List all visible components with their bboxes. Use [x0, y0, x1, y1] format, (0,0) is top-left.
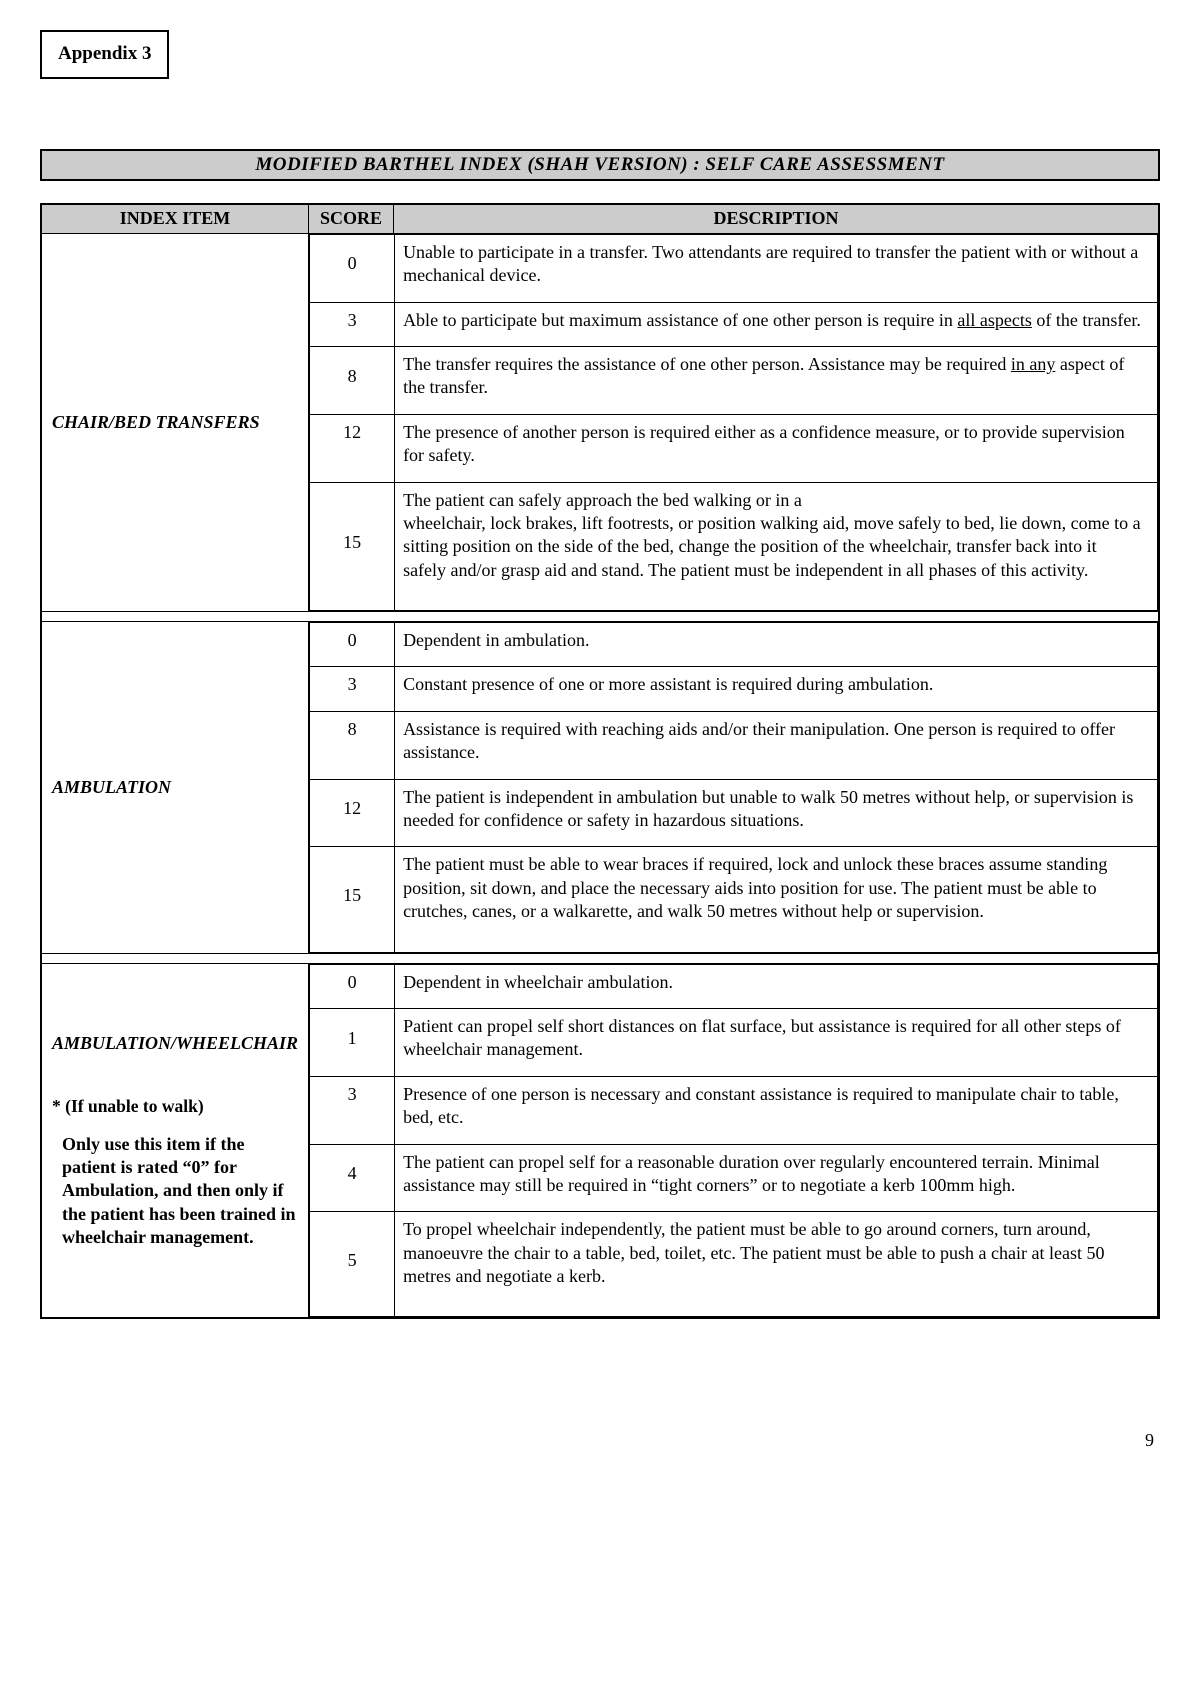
header-item: INDEX ITEM: [41, 204, 309, 233]
score-value: 12: [310, 414, 395, 482]
description-text: Able to participate but maximum assistan…: [395, 302, 1158, 346]
description-text: Assistance is required with reaching aid…: [395, 711, 1158, 779]
description-text: The patient is independent in ambulation…: [395, 779, 1158, 847]
description-text: Presence of one person is necessary and …: [395, 1076, 1158, 1144]
description-text: The transfer requires the assistance of …: [395, 346, 1158, 414]
description-text: Dependent in ambulation.: [395, 623, 1158, 667]
score-value: 15: [310, 482, 395, 611]
description-text: To propel wheelchair independently, the …: [395, 1212, 1158, 1317]
score-desc-cell: 0Dependent in ambulation.3Constant prese…: [309, 622, 1159, 954]
index-item-cell: CHAIR/BED TRANSFERS: [41, 233, 309, 611]
score-value: 0: [310, 234, 395, 302]
index-item-name: AMBULATION: [52, 777, 171, 797]
score-value: 8: [310, 346, 395, 414]
section-spacer: [41, 612, 1159, 622]
score-value: 0: [310, 623, 395, 667]
description-text: Dependent in wheelchair ambulation.: [395, 964, 1158, 1008]
index-item-note-body: Only use this item if the patient is rat…: [52, 1133, 298, 1250]
description-text: The presence of another person is requir…: [395, 414, 1158, 482]
score-value: 3: [310, 667, 395, 711]
score-value: 12: [310, 779, 395, 847]
score-value: 3: [310, 1076, 395, 1144]
score-value: 3: [310, 302, 395, 346]
score-value: 15: [310, 847, 395, 952]
section-spacer: [41, 953, 1159, 963]
description-text: Constant presence of one or more assista…: [395, 667, 1158, 711]
description-text: Patient can propel self short distances …: [395, 1008, 1158, 1076]
score-value: 0: [310, 964, 395, 1008]
description-text: The patient must be able to wear braces …: [395, 847, 1158, 952]
header-score: SCORE: [309, 204, 394, 233]
description-text: The patient can propel self for a reason…: [395, 1144, 1158, 1212]
score-value: 1: [310, 1008, 395, 1076]
page-number: 9: [40, 1429, 1160, 1452]
description-text: Unable to participate in a transfer. Two…: [395, 234, 1158, 302]
appendix-label: Appendix 3: [40, 30, 169, 79]
score-value: 4: [310, 1144, 395, 1212]
score-value: 5: [310, 1212, 395, 1317]
index-item-cell: AMBULATION/WHEELCHAIR * (If unable to wal…: [41, 963, 309, 1318]
document-title: MODIFIED BARTHEL INDEX (SHAH VERSION) : …: [40, 149, 1160, 182]
score-desc-cell: 0Unable to participate in a transfer. Tw…: [309, 233, 1159, 611]
index-item-note-star: * (If unable to walk): [52, 1095, 298, 1119]
index-item-name: AMBULATION/WHEELCHAIR: [52, 1033, 298, 1053]
assessment-table: INDEX ITEM SCORE DESCRIPTION CHAIR/BED T…: [40, 203, 1160, 1319]
score-value: 8: [310, 711, 395, 779]
description-text: The patient can safely approach the bed …: [395, 482, 1158, 611]
index-item-cell: AMBULATION: [41, 622, 309, 954]
score-desc-cell: 0Dependent in wheelchair ambulation.1Pat…: [309, 963, 1159, 1318]
header-desc: DESCRIPTION: [394, 204, 1159, 233]
index-item-name: CHAIR/BED TRANSFERS: [52, 412, 260, 432]
